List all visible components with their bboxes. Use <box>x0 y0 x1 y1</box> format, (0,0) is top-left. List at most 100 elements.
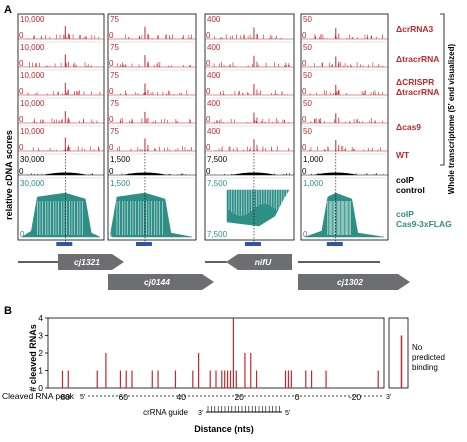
crrna-site-marker <box>326 242 343 246</box>
track-column-frame <box>17 13 105 241</box>
crrna-site-marker <box>135 242 152 246</box>
track-zero-label: 0 <box>302 31 307 40</box>
gene-nifu: nifU <box>226 254 292 270</box>
track-zero-label: 0 <box>19 87 24 96</box>
track-scale-label: 30,000 <box>20 155 45 164</box>
coip-control-signal <box>313 172 358 175</box>
no-binding-label: predicted <box>412 353 445 362</box>
y-tick-label: 4 <box>38 313 43 323</box>
crrna-site-marker <box>244 242 261 246</box>
track-zero-label: 0 <box>206 87 211 96</box>
gene-cj1321-label: cj1321 <box>74 257 100 267</box>
track-bottom-label: 7,500 <box>207 230 228 239</box>
track-scale-label: 10,000 <box>20 15 45 24</box>
x-tick-label: 60 <box>119 392 129 402</box>
track-scale-label: 10,000 <box>20 99 45 108</box>
track-scale-label: 50 <box>303 127 312 136</box>
track-row-label: ΔcrRNA3 <box>396 24 434 34</box>
track-zero-label: 0 <box>109 31 114 40</box>
guide-five-prime: 5' <box>285 410 290 417</box>
track-scale-label: 400 <box>207 99 221 108</box>
no-binding-frame <box>388 317 409 389</box>
track-zero-label: 0 <box>206 31 211 40</box>
panel-a-letter: A <box>4 4 12 16</box>
coip-control-signal <box>43 172 88 175</box>
track-zero-label: 0 <box>19 143 24 152</box>
coip-control-signal <box>231 172 276 175</box>
track-zero-label: 0 <box>19 115 24 124</box>
track-scale-label: 1,500 <box>110 179 131 188</box>
peak-three-prime: 3' <box>386 394 391 401</box>
crrna-site-marker <box>56 242 73 246</box>
track-zero-label: 0 <box>109 115 114 124</box>
track-column-frame <box>204 13 295 241</box>
track-row-label: coIP <box>396 175 414 185</box>
track-row-label: ΔCRISPR <box>396 77 434 87</box>
track-zero-label: 0 <box>19 31 24 40</box>
track-row-label: ΔtracrRNA <box>396 87 439 97</box>
track-zero-label: 0 <box>109 143 114 152</box>
whole-transcriptome-bracket <box>440 13 445 166</box>
panel-a: 10,000 0 10,000 0 10,000 0 10,000 0 10,000 0 30,00… <box>17 13 452 246</box>
track-zero-label: 0 <box>206 143 211 152</box>
track-scale-label: 1,500 <box>110 155 131 164</box>
x-tick-label: 40 <box>177 392 187 402</box>
track-scale-label: 50 <box>303 71 312 80</box>
track-scale-label: 50 <box>303 99 312 108</box>
gene-cj0144: cj0144 <box>108 274 214 290</box>
track-row-label: WT <box>396 150 410 160</box>
x-tick-label: 0 <box>295 392 300 402</box>
track-scale-label: 10,000 <box>20 127 45 136</box>
cleaved-peak-label: Cleaved RNA peak <box>2 391 75 401</box>
track-scale-label: 7,500 <box>207 155 228 164</box>
gene-nifu-label: nifU <box>255 257 272 267</box>
panel-b-ylabel: # cleaved RNAs <box>28 324 38 392</box>
track-column-frame <box>107 13 197 241</box>
track-scale-label: 400 <box>207 127 221 136</box>
track-scale-label: 75 <box>110 43 119 52</box>
track-zero-label: 0 <box>206 59 211 68</box>
track-scale-label: 50 <box>303 43 312 52</box>
track-scale-label: 1,000 <box>303 155 324 164</box>
track-row-label: coIP <box>396 209 414 219</box>
track-scale-label: 75 <box>110 99 119 108</box>
track-bottom-label: 0 <box>20 230 25 239</box>
gene-cj0144-label: cj0144 <box>144 277 170 287</box>
track-bottom-label: 0 <box>303 230 308 239</box>
track-scale-label: 10,000 <box>20 43 45 52</box>
track-scale-label: 75 <box>110 71 119 80</box>
no-binding-label: No <box>412 343 423 352</box>
x-tick-label: 80 <box>61 392 71 402</box>
gene-cj1302-label: cj1302 <box>337 277 363 287</box>
track-scale-label: 1,000 <box>303 179 324 188</box>
track-zero-label: 0 <box>206 115 211 124</box>
track-scale-label: 7,500 <box>207 179 228 188</box>
whole-transcriptome-label: Whole transcriptome (5' end visualized) <box>447 43 456 194</box>
track-zero-label: 0 <box>302 143 307 152</box>
track-row-label: Cas9-3xFLAG <box>396 219 452 229</box>
coip-cas9-coverage <box>304 192 385 238</box>
y-tick-label: 0 <box>38 383 43 393</box>
track-scale-label: 50 <box>303 15 312 24</box>
track-scale-label: 400 <box>207 43 221 52</box>
track-scale-label: 75 <box>110 127 119 136</box>
track-zero-label: 0 <box>109 167 114 176</box>
track-scale-label: 10,000 <box>20 71 45 80</box>
track-row-label: ΔtracrRNA <box>396 54 439 64</box>
gene-cj0144-arrow <box>108 274 214 290</box>
y-tick-label: 1 <box>38 366 43 376</box>
track-row-label: Δcas9 <box>396 122 421 132</box>
y-tick-label: 3 <box>38 331 43 341</box>
track-scale-label: 400 <box>207 15 221 24</box>
track-zero-label: 0 <box>206 167 211 176</box>
gene-cj1321: cj1321 <box>58 254 124 270</box>
coip-cas9-coverage <box>226 189 290 227</box>
coip-control-signal <box>122 172 167 175</box>
track-scale-label: 400 <box>207 71 221 80</box>
track-zero-label: 0 <box>109 59 114 68</box>
panel-a-ylabel: relative cDNA scores <box>4 130 14 220</box>
track-zero-label: 0 <box>302 59 307 68</box>
coip-cas9-coverage <box>21 192 101 238</box>
